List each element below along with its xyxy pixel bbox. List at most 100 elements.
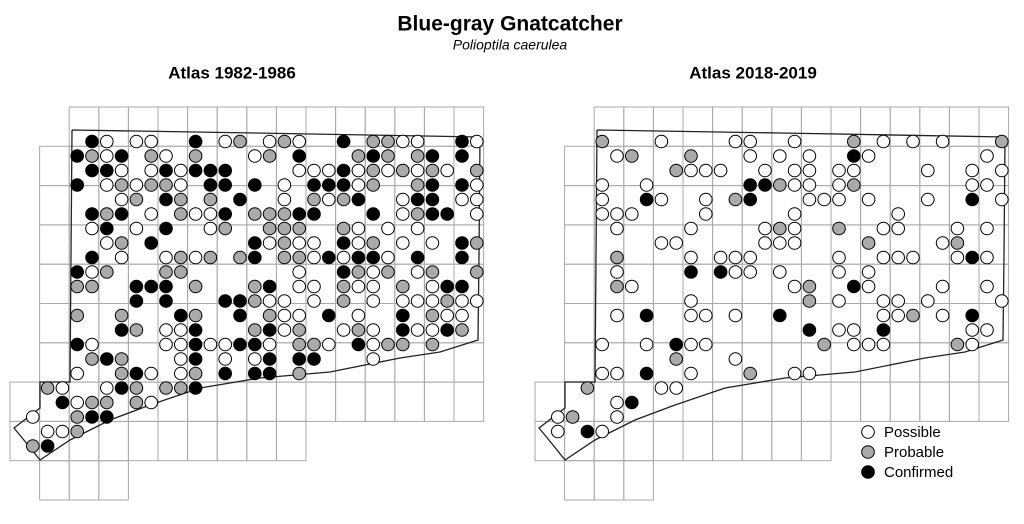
record-dot: [322, 178, 336, 192]
record-dot: [233, 308, 247, 323]
record-dot: [100, 207, 114, 221]
record-dot: [277, 294, 292, 308]
record-dot: [351, 236, 366, 250]
record-dot: [262, 323, 277, 337]
record-dot: [410, 265, 425, 279]
grid-cell: [453, 303, 485, 344]
record-dot: [935, 279, 950, 294]
grid-cell: [39, 460, 70, 501]
record-dot: [277, 207, 292, 221]
record-dot: [950, 236, 965, 250]
record-dot: [159, 178, 173, 192]
record-dot: [55, 395, 70, 410]
record-dot: [847, 323, 861, 337]
record-dot: [262, 366, 277, 381]
record-dot: [159, 294, 173, 308]
subtitle: Polioptila caerulea: [453, 37, 568, 53]
record-dot: [262, 221, 277, 236]
record-dot: [787, 221, 802, 236]
record-dot: [470, 178, 484, 192]
record-dot: [610, 149, 624, 163]
record-dot: [366, 279, 381, 294]
record-dot: [684, 294, 698, 308]
record-dot: [935, 236, 950, 250]
record-dot: [802, 294, 817, 308]
record-dot: [307, 337, 321, 352]
record-dot: [159, 149, 173, 163]
record-dot: [654, 236, 669, 250]
record-dot: [425, 337, 440, 352]
record-dot: [144, 395, 158, 410]
record-dot: [965, 308, 980, 323]
grid-cell: [652, 303, 684, 344]
grid-cell: [564, 342, 595, 383]
record-dot: [876, 250, 891, 265]
record-dot: [802, 178, 817, 192]
record-dot: [625, 395, 639, 410]
record-dot: [233, 337, 247, 352]
record-dot: [595, 207, 610, 221]
grid-cell: [68, 460, 100, 501]
record-dot: [129, 366, 144, 381]
record-dot: [965, 323, 980, 337]
record-dot: [935, 134, 950, 149]
record-dot: [743, 149, 758, 163]
record-dot: [847, 134, 861, 149]
record-dot: [351, 323, 366, 337]
record-dot: [277, 250, 292, 265]
record-dot: [410, 178, 425, 192]
record-dot: [817, 192, 832, 207]
record-dot: [410, 149, 425, 163]
legend-label: Possible: [884, 424, 941, 441]
record-dot: [85, 265, 99, 279]
record-dot: [906, 134, 920, 149]
grid-cell: [39, 303, 70, 344]
record-dot: [203, 250, 218, 265]
record-dot: [832, 221, 846, 236]
grid-cell: [68, 303, 100, 344]
record-dot: [114, 236, 129, 250]
record-dot: [233, 134, 247, 149]
record-dot: [861, 337, 876, 352]
record-dot: [381, 265, 395, 279]
record-dot: [322, 192, 336, 207]
record-dot: [307, 178, 321, 192]
record-dot: [174, 352, 188, 366]
record-dot: [203, 178, 218, 192]
record-dot: [70, 178, 84, 192]
record-dot: [85, 410, 99, 424]
record-dot: [262, 279, 277, 294]
record-dot: [743, 192, 758, 207]
grid: [534, 106, 1010, 501]
record-dot: [70, 424, 84, 439]
grid-cell: [978, 303, 1010, 344]
map: [9, 106, 485, 501]
record-dot: [159, 265, 173, 279]
grid-cell: [948, 106, 980, 147]
record-dot: [248, 178, 262, 192]
legend-swatch: [861, 465, 875, 479]
record-dot: [410, 134, 425, 149]
record-dot: [847, 279, 861, 294]
record-dot: [758, 178, 772, 192]
record-dot: [787, 236, 802, 250]
record-dot: [351, 178, 366, 192]
record-dot: [654, 381, 669, 395]
record-dot: [713, 163, 728, 178]
record-dot: [610, 265, 624, 279]
record-dot: [684, 265, 698, 279]
record-dot: [174, 308, 188, 323]
record-dot: [787, 178, 802, 192]
record-dot: [174, 178, 188, 192]
record-dot: [980, 323, 994, 337]
record-dot: [277, 221, 292, 236]
grid-cell: [453, 342, 485, 383]
record-dot: [773, 308, 787, 323]
grid-cell: [157, 420, 189, 462]
record-dot: [728, 192, 743, 207]
record-dot: [248, 352, 262, 366]
record-dot: [277, 323, 292, 337]
record-dot: [129, 192, 144, 207]
legend-label: Confirmed: [884, 464, 953, 481]
record-dot: [847, 178, 861, 192]
